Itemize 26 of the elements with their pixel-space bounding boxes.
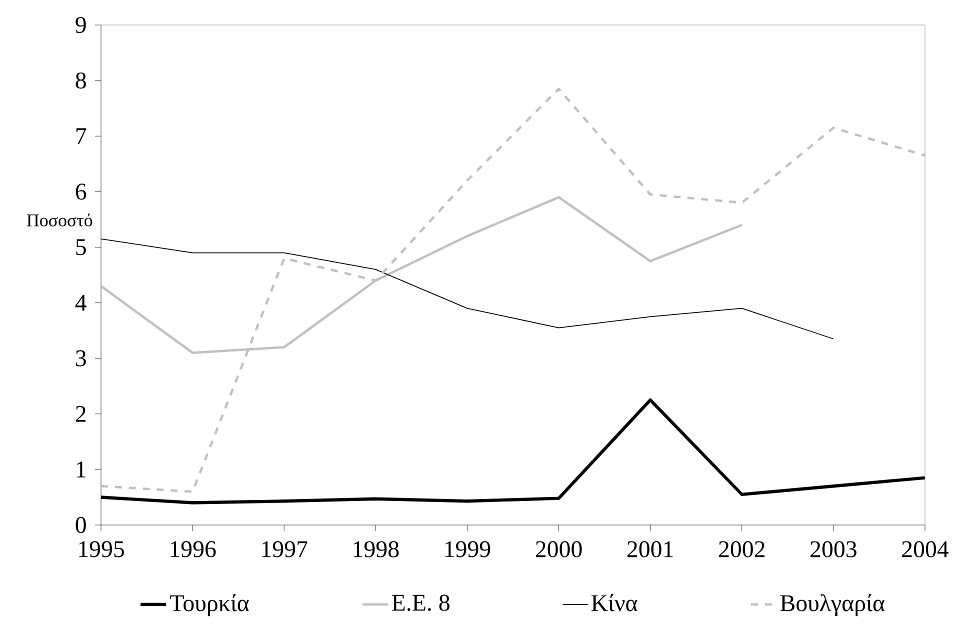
y-tick-label: 2 — [76, 406, 86, 422]
legend-label: Βουλγαρία — [780, 594, 884, 616]
y-tick-label: 8 — [76, 72, 86, 89]
legend-label: Κίνα — [591, 594, 638, 612]
y-tick-label: 5 — [76, 239, 86, 256]
y-axis-title: Ποσοστό — [26, 214, 92, 226]
legend-label: Τουρκία — [170, 594, 249, 616]
y-tick-label: 9 — [76, 16, 86, 34]
x-tick-label: 2004 — [902, 541, 949, 558]
y-tick-label: 4 — [75, 294, 86, 311]
x-tick-label: 1997 — [262, 541, 308, 558]
x-tick-label: 2002 — [719, 541, 764, 558]
x-tick-label: 2001 — [627, 541, 673, 558]
line-series — [100, 88, 926, 493]
legend-label: Ε.Ε. 8 — [392, 594, 450, 611]
x-tick-label: 1995 — [79, 541, 124, 558]
y-tick-label: 6 — [76, 184, 86, 200]
y-tick-label: 3 — [76, 350, 86, 366]
x-tick-label: 2003 — [810, 541, 856, 558]
x-tick-label: 1998 — [354, 541, 399, 558]
x-tick-label: 1996 — [170, 541, 216, 558]
y-tick-label: 1 — [76, 462, 86, 478]
y-tick-label: 7 — [76, 128, 86, 144]
x-tick-label: 2000 — [536, 541, 582, 558]
y-tick-label: 0 — [76, 516, 86, 534]
x-tick-label: 1999 — [445, 541, 490, 558]
